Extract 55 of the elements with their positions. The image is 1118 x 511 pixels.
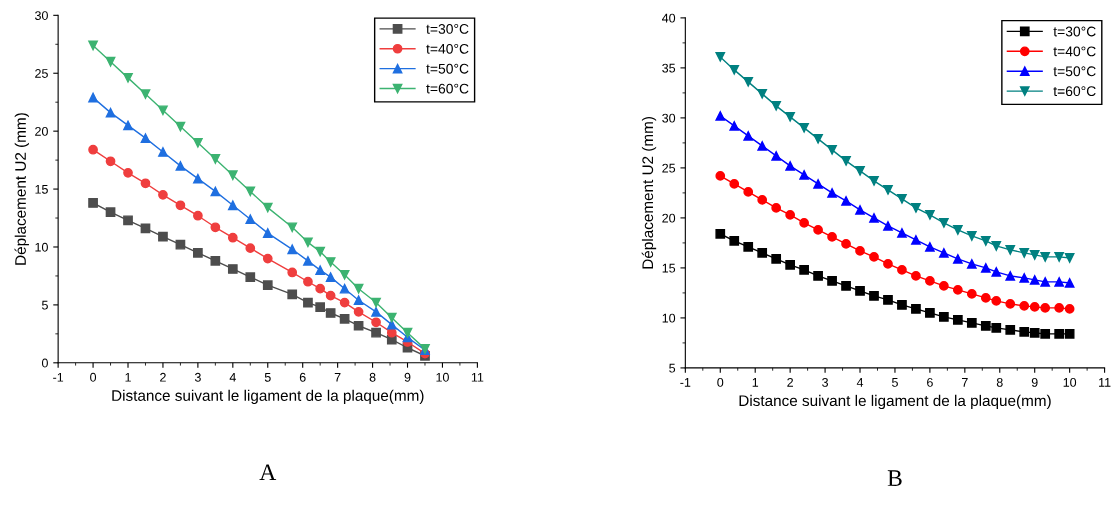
y-tick-label: 0: [41, 358, 48, 368]
y-axis-title: Déplacement U2 (mm): [14, 113, 29, 265]
text: A: [259, 464, 277, 480]
x-axis-title: Distance suivant le ligament de la plaque(mm): [112, 389, 424, 404]
x-tick-label: 0: [90, 372, 97, 382]
x-tick-label: 5: [891, 378, 898, 387]
legend-label: t=40°C: [1053, 46, 1096, 57]
x-tick-label: 2: [787, 377, 793, 387]
x-tick-label: 10: [1063, 377, 1077, 387]
x-tick-label: 8: [369, 372, 376, 382]
legend-label: t=50°C: [1053, 66, 1096, 77]
x-tick-label: 4: [229, 372, 236, 382]
y-tick-label: 5: [669, 363, 676, 373]
x-tick-label: -1: [680, 378, 691, 387]
x-tick-label: 11: [471, 372, 484, 382]
x-tick-label: 9: [404, 372, 411, 382]
legend-label: t=60°C: [1053, 86, 1096, 97]
x-tick-label: 1: [752, 378, 759, 387]
y-tick-label: 10: [662, 313, 676, 323]
x-tick-label: 7: [334, 372, 341, 382]
x-tick-label: 11: [1099, 378, 1111, 387]
y-tick-label: 15: [662, 263, 676, 273]
x-tick-label: 1: [125, 372, 131, 382]
y-tick-label: 35: [662, 63, 676, 73]
x-tick-label: 5: [264, 372, 271, 382]
x-tick-label: 2: [160, 372, 166, 382]
y-tick-label: 25: [662, 163, 676, 173]
x-tick-label: 3: [822, 377, 829, 387]
y-tick-label: 25: [35, 69, 48, 78]
x-tick-label: 4: [856, 378, 864, 387]
y-tick-label: 20: [35, 126, 48, 136]
x-tick-label: 6: [927, 377, 933, 387]
x-tick-label: 10: [436, 372, 449, 382]
y-tick-label: 40: [662, 13, 676, 23]
x-tick-label: 0: [717, 377, 724, 387]
legend-label: t=50°C: [426, 63, 469, 74]
text: B: [887, 470, 902, 486]
x-axis-title: Distance suivant le ligament de la plaque(mm): [739, 394, 1051, 410]
x-tick-label: 7: [962, 378, 968, 387]
y-tick-label: 30: [662, 113, 676, 123]
x-tick-label: 9: [1031, 377, 1038, 387]
y-tick-label: 20: [662, 213, 676, 223]
y-tick-label: 5: [41, 300, 48, 310]
y-axis-title: Déplacement U2 (mm): [641, 117, 657, 269]
x-tick-label: 3: [194, 372, 201, 382]
x-tick-label: 8: [996, 377, 1003, 387]
legend-label: t=40°C: [426, 43, 469, 54]
y-tick-label: 10: [35, 242, 48, 252]
legend-label: t=60°C: [426, 83, 469, 94]
y-tick-label: 30: [34, 11, 48, 20]
legend-label: t=30°C: [426, 24, 469, 34]
y-tick-label: 15: [35, 185, 48, 194]
x-tick-label: 6: [299, 372, 306, 382]
x-tick-label: -1: [53, 372, 64, 382]
legend-label: t=30°C: [1053, 26, 1096, 37]
